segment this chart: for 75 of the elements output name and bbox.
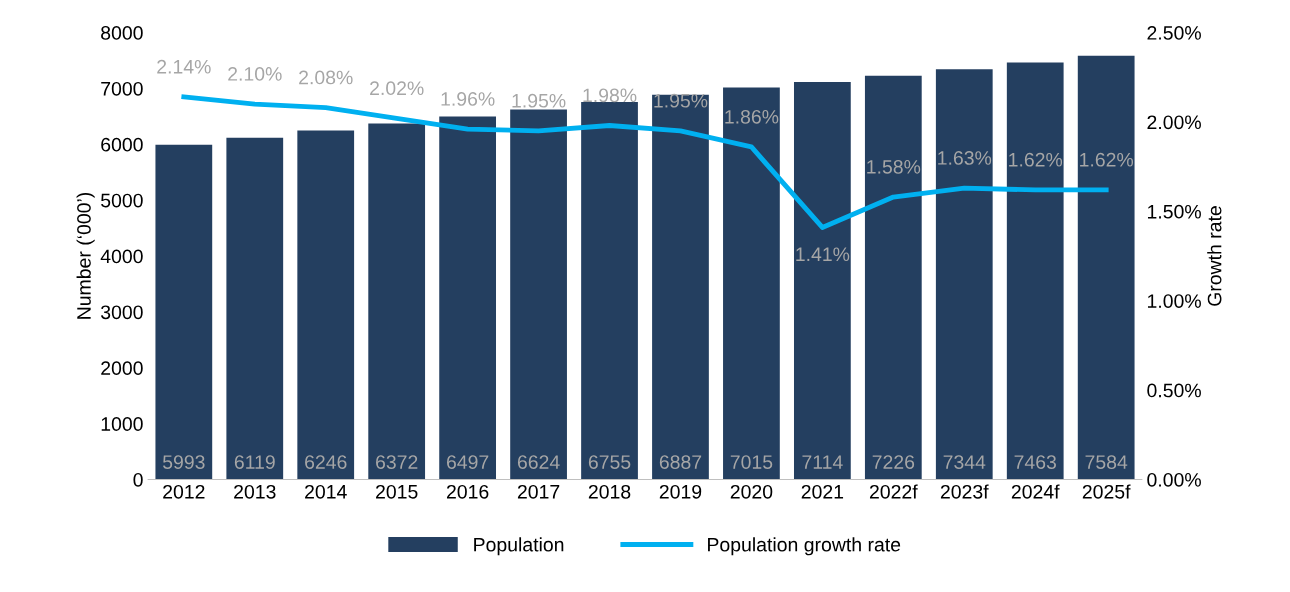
y-tick-label: 5000 [101, 193, 143, 208]
y2-tick-label: 0.00% [1147, 472, 1201, 487]
x-tick-label: 2014 [305, 484, 347, 499]
data-label: 1.95% [512, 93, 566, 108]
bar [1006, 62, 1064, 480]
x-tick-label: 2013 [234, 484, 276, 499]
x-tick-label: 2015 [376, 484, 418, 499]
data-label: 6887 [659, 455, 702, 469]
data-label: 1.95% [654, 93, 708, 108]
bar [226, 137, 284, 480]
data-label: 1.62% [1009, 152, 1063, 167]
data-label: 7226 [872, 455, 915, 469]
bar [581, 102, 638, 480]
x-tick-label: 2025f [1082, 484, 1131, 499]
x-tick-label: 2019 [659, 484, 702, 499]
data-label: 6624 [517, 455, 560, 469]
data-label: 1.63% [938, 151, 992, 165]
data-label: 2.02% [370, 81, 424, 96]
data-label: 6755 [588, 455, 631, 469]
y2-tick-label: 2.00% [1147, 115, 1201, 130]
data-label: 1.58% [867, 159, 921, 174]
bar [935, 69, 993, 480]
y-tick-label: 0 [133, 472, 143, 487]
data-label: 1.62% [1080, 152, 1134, 167]
x-tick-label: 2017 [517, 484, 560, 499]
bar [155, 144, 213, 480]
data-label: 2.14% [157, 59, 211, 74]
x-tick-label: 2021 [801, 484, 844, 499]
y-tick-label: 6000 [101, 137, 143, 152]
x-tick-label: 2016 [446, 484, 489, 499]
data-label: 7344 [943, 455, 986, 469]
y2-tick-label: 1.00% [1147, 294, 1201, 308]
data-label: 2.08% [299, 70, 353, 85]
x-tick-label: 2012 [163, 484, 205, 499]
y-tick-label: 3000 [100, 305, 143, 320]
x-tick-label: 2020 [730, 484, 773, 499]
x-tick-label: 2022f [869, 484, 918, 499]
bar [297, 130, 355, 480]
data-label: 2.10% [228, 67, 282, 81]
data-label: 7114 [802, 455, 843, 469]
bar [794, 82, 851, 480]
data-label: 7463 [1014, 455, 1056, 469]
bar [864, 75, 922, 480]
bar [1077, 55, 1135, 480]
bar [510, 109, 567, 480]
data-label: 6497 [446, 455, 489, 469]
bar [439, 116, 497, 480]
data-label: 5993 [162, 455, 205, 469]
y-tick-label: 7000 [101, 81, 143, 96]
y2-tick-label: 1.50% [1147, 204, 1201, 219]
data-label: 1.98% [583, 88, 637, 103]
data-label: 1.96% [441, 92, 495, 106]
y2-tick-label: 0.50% [1147, 383, 1201, 398]
y-tick-label: 1000 [101, 417, 143, 431]
bar [723, 87, 780, 480]
y-axis-title: Number (‘000’) [76, 192, 95, 319]
data-label: 1.41% [796, 247, 850, 262]
bar [652, 94, 709, 480]
data-label: 6119 [234, 455, 275, 469]
bar [368, 123, 426, 480]
y-tick-label: 4000 [100, 249, 143, 264]
x-tick-label: 2024f [1011, 484, 1060, 499]
y2-tick-label: 2.50% [1147, 26, 1201, 40]
x-tick-label: 2018 [588, 484, 631, 499]
y-tick-label: 8000 [101, 26, 143, 40]
y2-axis-title: Growth rate [1207, 206, 1222, 306]
data-label: 6372 [376, 455, 418, 469]
data-label: 1.86% [725, 109, 779, 124]
legend-label: Population [474, 537, 564, 556]
y-tick-label: 2000 [101, 361, 143, 376]
legend-label: Population growth rate [708, 537, 901, 556]
data-label: 6246 [305, 455, 347, 469]
x-tick-label: 2023f [940, 484, 989, 499]
data-label: 7015 [730, 455, 773, 469]
data-label: 7584 [1085, 455, 1128, 469]
